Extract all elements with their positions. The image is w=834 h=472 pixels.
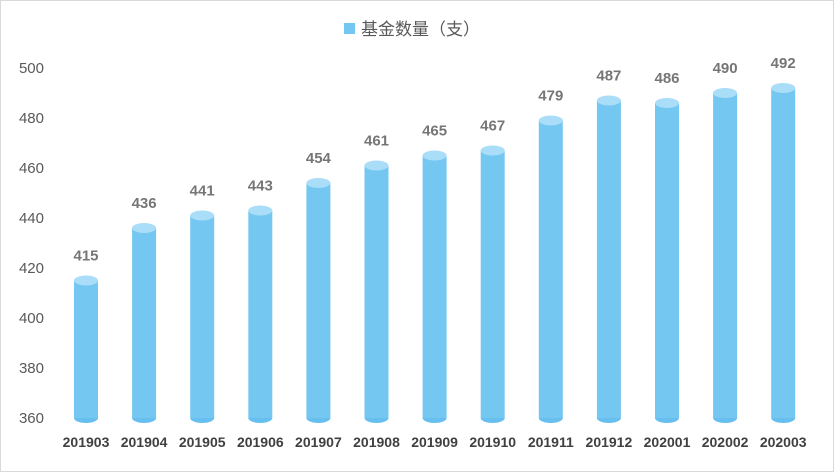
bar-cap — [422, 150, 447, 161]
bar-cap — [655, 98, 679, 108]
data-label: 490 — [713, 60, 738, 77]
x-tick-label: 201911 — [528, 434, 574, 450]
x-tick-label: 201909 — [411, 434, 458, 450]
y-tick-label: 440 — [19, 210, 44, 227]
bar: 492 — [771, 55, 796, 423]
bar-body — [306, 183, 331, 418]
bar-body — [596, 100, 621, 418]
x-axis: 201903 201904 201905 201906 201907 201908 2019… — [63, 434, 807, 450]
data-label: 443 — [248, 178, 273, 195]
data-label: 465 — [422, 123, 447, 140]
bar: 465 — [422, 123, 447, 423]
bar-cap — [771, 83, 796, 93]
x-tick-label: 201912 — [586, 434, 633, 450]
bar: 441 — [190, 183, 215, 423]
bar-body — [190, 215, 215, 418]
x-tick-label: 201907 — [295, 434, 342, 450]
bar-body — [713, 93, 738, 418]
bar-cap — [596, 95, 621, 106]
bar-cap — [132, 223, 157, 233]
x-tick-label: 201905 — [179, 434, 226, 450]
y-tick-label: 400 — [19, 310, 44, 327]
bar-cap — [74, 275, 98, 286]
bar: 436 — [132, 195, 157, 423]
data-label: 467 — [480, 118, 505, 135]
bar-body — [538, 120, 563, 418]
y-tick-label: 460 — [19, 160, 44, 177]
bar: 486 — [654, 70, 680, 423]
bar: 479 — [538, 88, 563, 423]
y-tick-label: 380 — [19, 360, 44, 377]
x-tick-label: 201903 — [63, 434, 110, 450]
bar: 487 — [596, 68, 621, 423]
legend-label: 基金数量（支） — [361, 20, 480, 39]
data-label: 492 — [771, 55, 796, 72]
data-label: 479 — [538, 88, 563, 105]
bar-body — [248, 210, 273, 418]
x-tick-label: 202003 — [760, 434, 807, 450]
data-label: 454 — [306, 150, 332, 167]
bar-body — [364, 165, 389, 418]
bar-body — [132, 228, 157, 418]
x-tick-label: 201908 — [353, 434, 400, 450]
bar-body — [74, 280, 98, 418]
bar: 454 — [306, 150, 332, 423]
x-tick-label: 202002 — [702, 434, 749, 450]
bar: 467 — [480, 118, 505, 423]
bar-cap — [248, 205, 273, 216]
data-label: 436 — [132, 195, 157, 212]
legend: 基金数量（支） — [344, 20, 480, 39]
data-label: 487 — [596, 68, 621, 85]
y-tick-label: 420 — [19, 260, 44, 277]
x-tick-label: 201910 — [469, 434, 516, 450]
bar-cap — [306, 178, 331, 188]
bar-body — [771, 88, 796, 418]
bar-body — [655, 103, 679, 418]
data-label: 415 — [73, 248, 98, 265]
bar-cap — [364, 160, 389, 171]
data-label: 441 — [190, 183, 215, 200]
legend-swatch — [344, 23, 355, 34]
x-tick-label: 202001 — [644, 434, 691, 450]
bar-body — [422, 155, 447, 418]
bar-cap — [713, 88, 738, 98]
bar: 443 — [248, 178, 273, 423]
y-axis: 360 380 400 420 440 460 480 500 — [19, 60, 44, 427]
bar-body — [480, 150, 505, 418]
bar-cap — [480, 145, 505, 156]
y-tick-label: 500 — [19, 60, 44, 77]
data-label: 461 — [364, 133, 389, 150]
bar-cap — [538, 115, 563, 126]
bar: 415 — [73, 248, 99, 423]
bars: 415 436 441 443 454 461 465 467 479 487 486 490 492 — [73, 55, 796, 423]
x-tick-label: 201904 — [121, 434, 168, 450]
bar: 490 — [713, 60, 738, 423]
bar-cap — [190, 210, 215, 221]
data-label: 486 — [654, 70, 679, 87]
x-tick-label: 201906 — [237, 434, 284, 450]
bar: 461 — [364, 133, 389, 423]
y-tick-label: 480 — [19, 110, 44, 127]
y-tick-label: 360 — [19, 410, 44, 427]
